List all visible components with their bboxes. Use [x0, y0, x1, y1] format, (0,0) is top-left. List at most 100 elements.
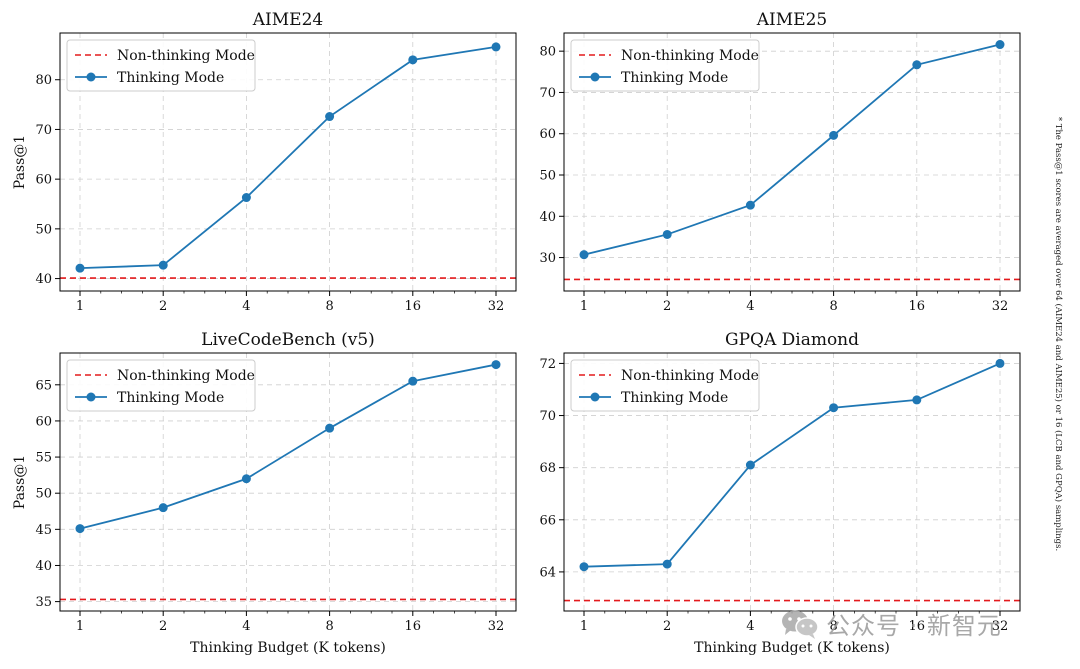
x-tick-label: 2 [663, 299, 671, 314]
y-tick-label: 55 [35, 451, 52, 466]
x-axis-label: Thinking Budget (K tokens) [694, 640, 890, 656]
chart-panel-1: 1 2 4 8 16 32 40 50 60 70 80 AIME24 Pass@1 Non-thinki… [12, 10, 517, 314]
legend-label-thinking: Thinking Mode [621, 390, 728, 406]
legend-marker-thinking [86, 392, 96, 402]
x-tick-label: 16 [909, 619, 926, 634]
watermark-text: 公众号 · 新智元 [826, 612, 1002, 640]
footnote-text: * The Pass@1 scores are averaged over 64… [1053, 116, 1063, 552]
x-tick-label: 16 [405, 619, 422, 634]
series-line-thinking [583, 362, 1001, 568]
legend-box [570, 39, 760, 92]
x-tick-label: 8 [829, 619, 837, 634]
legend: Non-thinking Mode Thinking Mode [570, 39, 760, 92]
x-tick-label: 16 [405, 299, 422, 314]
y-tick-label: 72 [539, 357, 556, 372]
data-point [241, 193, 251, 203]
data-point [75, 263, 85, 273]
y-tick-label: 35 [35, 595, 52, 610]
wechat-icon [782, 610, 819, 639]
data-point [995, 358, 1005, 368]
chart-title: AIME25 [756, 10, 827, 30]
x-tick-label: 4 [242, 619, 250, 634]
y-tick-label: 40 [539, 210, 556, 225]
data-point [579, 250, 589, 260]
y-tick-label: 60 [35, 414, 52, 429]
data-point [829, 130, 839, 140]
chart-panel-3: 1 2 4 8 16 32 35 40 45 50 55 60 65 LiveCodeBench (v5)… [12, 330, 517, 656]
data-point [745, 200, 755, 210]
legend: Non-thinking Mode Thinking Mode [570, 359, 760, 412]
x-axis-label: Thinking Budget (K tokens) [190, 640, 386, 656]
y-tick-label: 60 [35, 173, 52, 188]
y-tick-label: 66 [539, 513, 556, 528]
x-tick-label: 32 [488, 619, 505, 634]
data-point [829, 403, 839, 413]
legend-marker-thinking [590, 392, 600, 402]
y-tick-label: 30 [539, 251, 556, 266]
data-point [408, 55, 418, 65]
legend-box [570, 359, 760, 412]
watermark: 公众号 · 新智元 [780, 606, 1002, 641]
y-tick-label: 50 [539, 169, 556, 184]
series-line-thinking [583, 43, 1001, 256]
legend-label-thinking: Thinking Mode [621, 70, 728, 86]
data-point [491, 360, 501, 370]
chart-panel-2: 1 2 4 8 16 32 30 40 50 60 70 80 AIME25 Non-thinking M… [539, 10, 1021, 314]
legend-label-non-thinking: Non-thinking Mode [117, 48, 255, 64]
data-point [912, 395, 922, 405]
x-tick-label: 32 [992, 619, 1009, 634]
y-tick-label: 40 [35, 559, 52, 574]
legend: Non-thinking Mode Thinking Mode [66, 359, 256, 412]
legend-label-non-thinking: Non-thinking Mode [117, 368, 255, 384]
legend-label-non-thinking: Non-thinking Mode [621, 48, 759, 64]
legend-marker-thinking [86, 72, 96, 82]
data-point [745, 460, 755, 470]
data-point [325, 112, 335, 122]
x-tick-label: 1 [76, 299, 84, 314]
x-tick-label: 2 [159, 619, 167, 634]
legend: Non-thinking Mode Thinking Mode [66, 39, 256, 92]
y-tick-label: 50 [35, 222, 52, 237]
y-tick-label: 65 [35, 378, 52, 393]
chart-title: GPQA Diamond [725, 330, 859, 350]
x-tick-label: 4 [242, 299, 250, 314]
data-point [158, 503, 168, 513]
data-point [912, 60, 922, 70]
x-tick-label: 1 [76, 619, 84, 634]
legend-box [66, 359, 256, 412]
data-point [662, 559, 672, 569]
y-tick-label: 70 [539, 86, 556, 101]
y-tick-label: 80 [35, 73, 52, 88]
x-tick-label: 32 [488, 299, 505, 314]
x-tick-label: 1 [580, 299, 588, 314]
y-tick-label: 40 [35, 272, 52, 287]
x-tick-label: 2 [663, 619, 671, 634]
legend-marker-thinking [590, 72, 600, 82]
x-tick-label: 8 [829, 299, 837, 314]
series-line-thinking [79, 363, 497, 530]
x-tick-label: 2 [159, 299, 167, 314]
y-tick-label: 70 [539, 409, 556, 424]
chart-title: LiveCodeBench (v5) [201, 330, 375, 350]
y-tick-label: 64 [539, 565, 556, 580]
y-tick-label: 68 [539, 461, 556, 476]
x-tick-label: 32 [992, 299, 1009, 314]
x-tick-label: 4 [746, 299, 754, 314]
y-tick-label: 80 [539, 45, 556, 60]
x-tick-label: 4 [746, 619, 754, 634]
y-tick-label: 60 [539, 127, 556, 142]
x-tick-label: 8 [325, 619, 333, 634]
data-point [491, 42, 501, 52]
data-point [995, 40, 1005, 50]
data-point [241, 474, 251, 484]
data-point [662, 229, 672, 239]
legend-label-thinking: Thinking Mode [117, 390, 224, 406]
data-point [75, 524, 85, 534]
y-tick-label: 50 [35, 487, 52, 502]
x-tick-label: 16 [909, 299, 926, 314]
x-tick-label: 1 [580, 619, 588, 634]
data-point [579, 562, 589, 572]
x-tick-label: 8 [325, 299, 333, 314]
chart-title: AIME24 [252, 10, 323, 30]
